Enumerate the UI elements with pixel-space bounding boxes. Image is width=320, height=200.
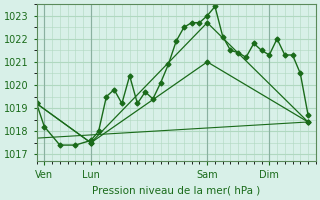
X-axis label: Pression niveau de la mer( hPa ): Pression niveau de la mer( hPa ) (92, 186, 260, 196)
